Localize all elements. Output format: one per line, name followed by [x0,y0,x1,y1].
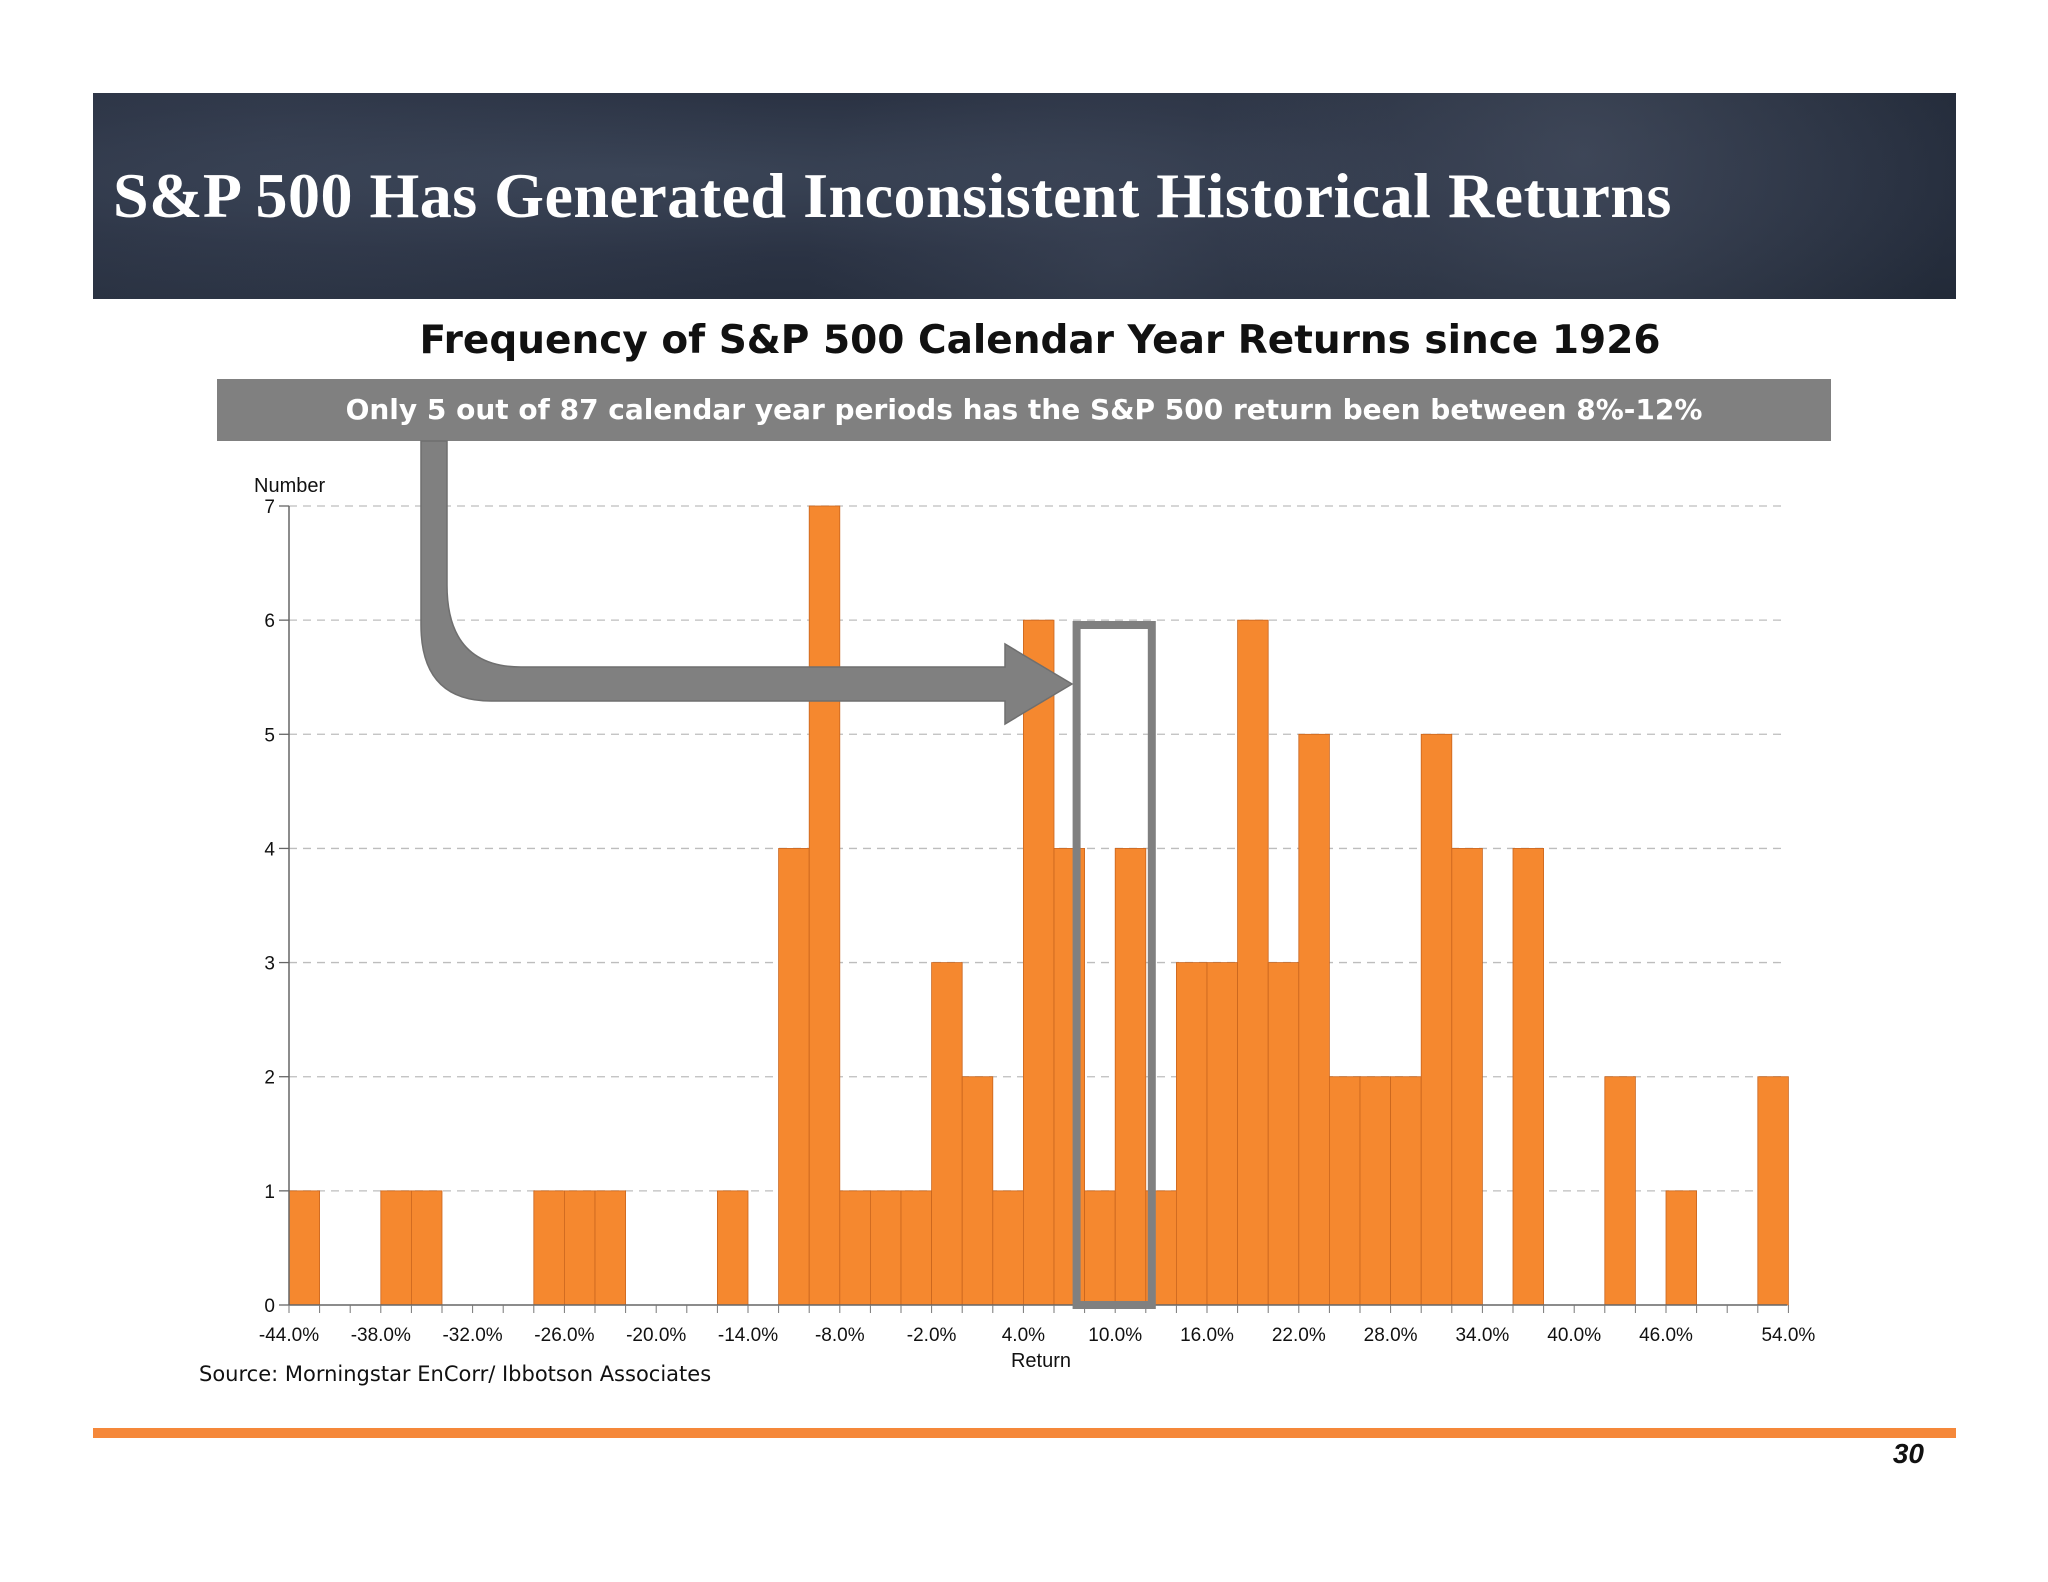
histogram-bar [900,1190,933,1306]
histogram-bar [1757,1076,1789,1306]
footer-divider [93,1428,1956,1438]
y-tick-label: 4 [264,839,275,860]
callout-arrow [420,440,1074,726]
y-axis-label: Number [254,475,325,497]
x-tick-label: 54.0% [1761,1325,1815,1346]
x-tick-label: -14.0% [718,1325,778,1346]
y-tick-label: 7 [264,497,275,518]
x-tick-label: -26.0% [534,1325,594,1346]
histogram-bar [1604,1076,1636,1306]
x-axis-label: Return [1011,1350,1071,1372]
x-tick-label: 40.0% [1547,1325,1601,1346]
x-tick-label: 4.0% [1002,1325,1045,1346]
page-number: 30 [1892,1438,1924,1469]
x-tick-label: 46.0% [1639,1325,1693,1346]
histogram-bar [1084,1190,1116,1306]
histogram-bar [380,1190,412,1306]
histogram-bar [870,1190,902,1306]
histogram-bar [961,1076,994,1306]
histogram-bar [564,1190,596,1306]
histogram-bar [1451,848,1483,1306]
histogram-bar [1298,733,1330,1306]
histogram-bar [1420,733,1453,1306]
y-tick-label: 0 [264,1296,275,1317]
x-tick-label: -20.0% [626,1325,686,1346]
x-tick-label: -44.0% [259,1325,319,1346]
histogram-bar [1512,848,1545,1306]
histogram-bar [533,1190,565,1306]
y-tick-label: 1 [264,1182,275,1203]
chart-title: Frequency of S&P 500 Calendar Year Retur… [419,318,1661,363]
histogram-bar [410,1190,443,1306]
x-tick-label: -2.0% [907,1325,957,1346]
x-tick-label: 10.0% [1088,1325,1142,1346]
histogram-bar [1329,1076,1361,1306]
histogram-bar [808,505,841,1306]
histogram-bar [839,1190,871,1306]
x-tick-label: 22.0% [1272,1325,1326,1346]
histogram-bar [717,1190,749,1306]
source-note: Source: Morningstar EnCorr/ Ibbotson Ass… [199,1362,712,1386]
slide-title: S&P 500 Has Generated Inconsistent Histo… [113,160,1672,231]
histogram-bar [1206,962,1239,1306]
histogram-bar [992,1190,1024,1306]
histogram-bar [931,962,963,1306]
x-tick-label: -8.0% [815,1325,865,1346]
x-tick-label: 28.0% [1364,1325,1418,1346]
y-tick-label: 3 [264,954,275,975]
histogram-bar [1665,1190,1698,1306]
y-tick-label: 2 [264,1068,275,1089]
x-tick-label: 34.0% [1455,1325,1509,1346]
callout-banner: Only 5 out of 87 calendar year periods h… [217,379,1831,441]
histogram-bar [594,1190,627,1306]
histogram-bar [1237,619,1269,1306]
title-banner: S&P 500 Has Generated Inconsistent Histo… [93,93,1956,299]
histogram-bar [1114,848,1147,1306]
y-tick-label: 5 [264,725,275,746]
x-tick-label: 16.0% [1180,1325,1234,1346]
histogram-bar [1176,962,1208,1306]
histogram-bar [1023,619,1055,1306]
histogram-bar [1267,962,1300,1306]
histogram-bar [288,1190,321,1306]
histogram-bar [1390,1076,1422,1306]
highlight-box [1072,621,1156,1309]
histogram-bar [778,848,810,1306]
histogram-bar [1359,1076,1392,1306]
x-tick-label: -38.0% [351,1325,411,1346]
x-tick-label: -32.0% [442,1325,502,1346]
y-tick-label: 6 [264,611,275,632]
